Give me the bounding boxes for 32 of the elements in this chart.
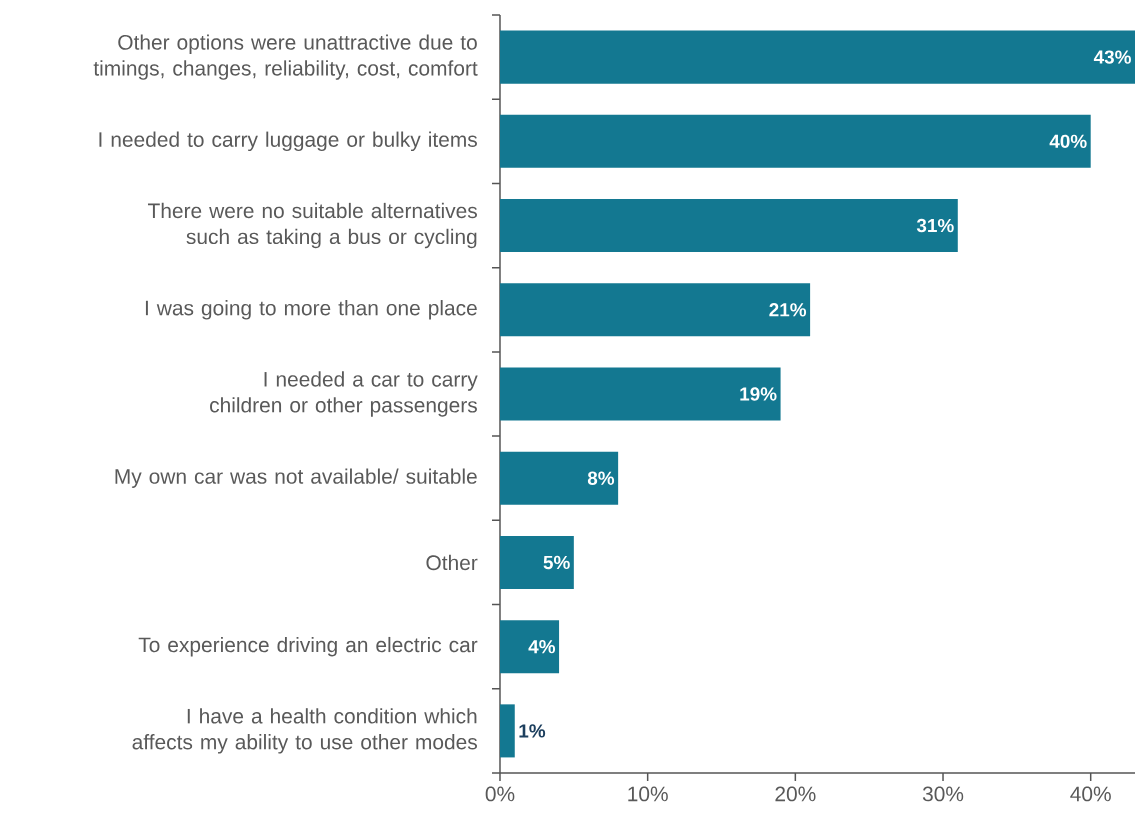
y-tick-label: To experience driving an electric car: [138, 636, 478, 657]
bar: [499, 114, 1091, 168]
data-label: 19%: [740, 387, 777, 401]
bar: [499, 451, 619, 505]
x-tick-label: 20%: [775, 786, 816, 802]
y-tick-label: Other options were unattractive due to timings, changes, reliability, cost, comfort: [93, 34, 478, 80]
y-tick-label: There were no suitable alternatives such as taking a bus or cycling: [147, 202, 477, 249]
y-tick-label: I needed a car to carry children or other passengers: [210, 371, 478, 417]
y-tick-label: I was going to more than one place: [145, 300, 477, 320]
y-tick-label: Other: [426, 554, 478, 571]
y-tick-label: I needed to carry luggage or bulky items: [99, 131, 477, 152]
bar: [499, 535, 574, 589]
data-label: 8%: [587, 471, 615, 485]
bar: [499, 283, 811, 337]
data-label: 5%: [543, 555, 570, 570]
bar: [499, 367, 781, 421]
y-tick-label: My own car was not available/ suitable: [115, 468, 477, 488]
data-label: 1%: [519, 724, 546, 738]
bar: [499, 704, 515, 758]
data-label: 21%: [769, 303, 807, 317]
x-tick-label: 10%: [628, 786, 668, 802]
data-label: 31%: [916, 218, 954, 233]
bar: [499, 30, 1135, 84]
data-label: 43%: [1093, 50, 1131, 64]
y-tick-label: I have a health condition which affects my ability to use other modes: [132, 708, 477, 754]
data-label: 40%: [1049, 134, 1087, 149]
bar: [499, 199, 958, 253]
x-tick-label: 40%: [1070, 786, 1111, 802]
data-label: 4%: [528, 640, 556, 654]
bar: [499, 620, 560, 674]
x-tick-label: 0%: [485, 786, 515, 802]
x-tick-label: 30%: [922, 786, 964, 802]
